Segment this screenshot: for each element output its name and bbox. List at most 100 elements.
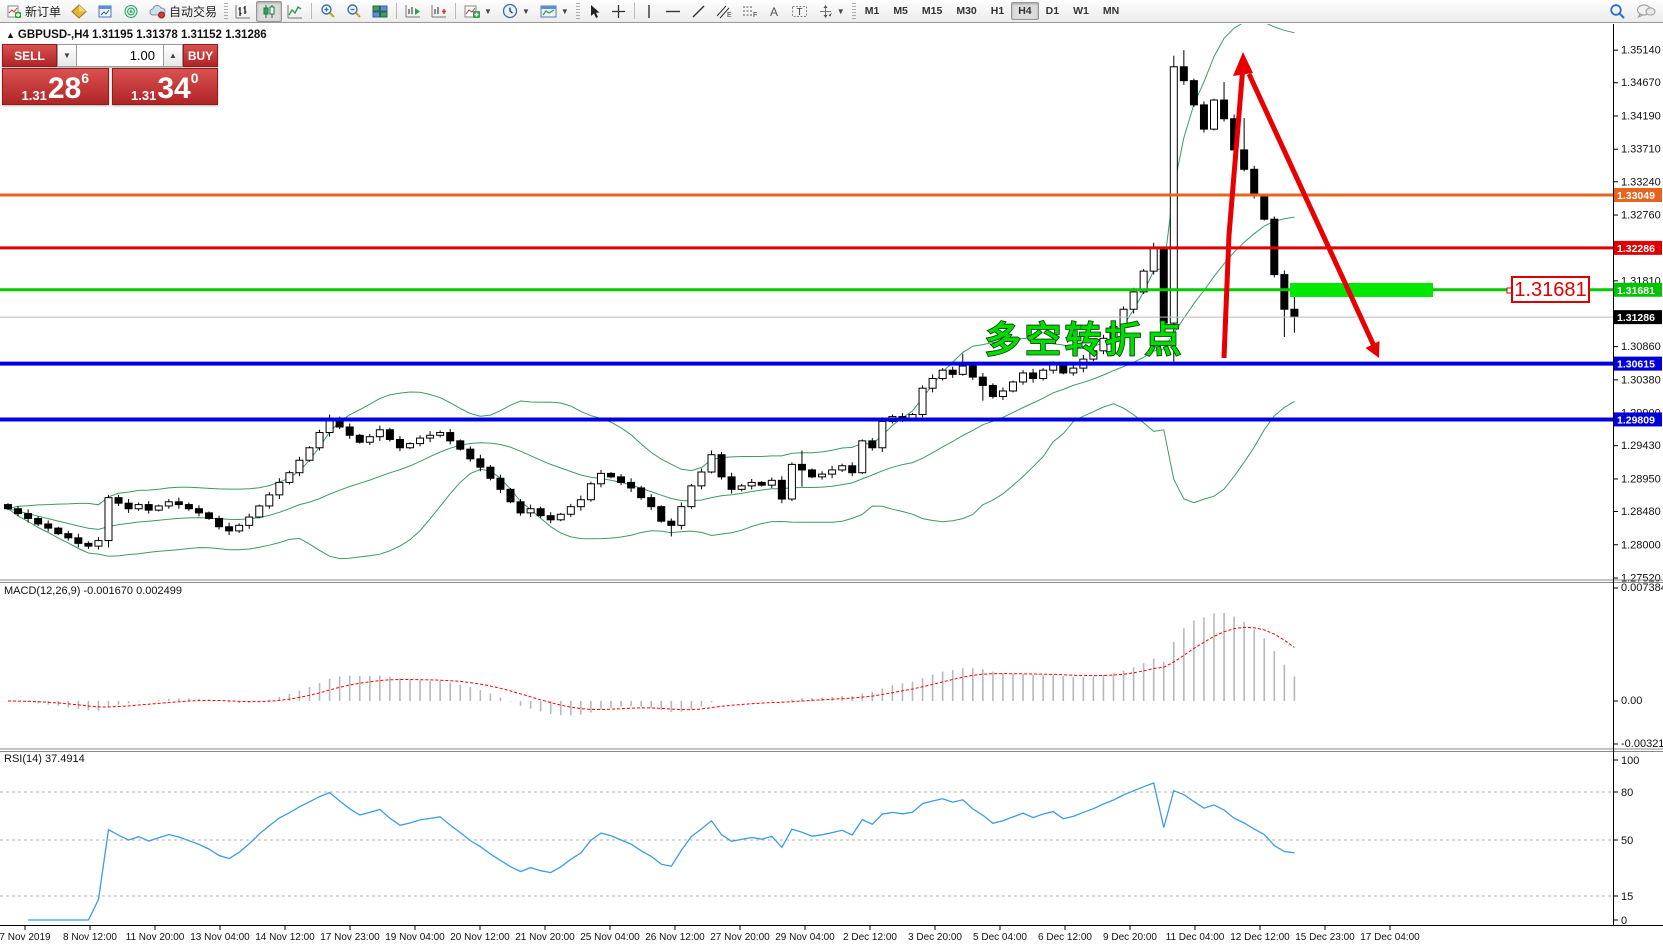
date-label: 2 Dec 12:00 [843, 932, 897, 943]
lot-dropdown-button[interactable]: ▼ [57, 44, 77, 67]
tile-windows-button[interactable] [367, 1, 393, 22]
candle-body [436, 432, 445, 436]
search-button[interactable] [1604, 1, 1631, 22]
equidistant-channel-button[interactable]: E [711, 1, 737, 22]
text-button[interactable]: A [763, 1, 786, 22]
timeframe-M1-button[interactable]: M1 [864, 5, 880, 17]
candles [4, 50, 1299, 550]
candle-body [184, 504, 193, 510]
candle-body [235, 524, 244, 532]
lot-increase-button[interactable]: ▲ [163, 44, 183, 67]
timeframe-H4-button[interactable]: H4 [1011, 2, 1039, 20]
rsi-label: RSI(14) 37.4914 [4, 753, 85, 765]
trend-arrow-down[interactable] [1246, 72, 1377, 348]
sell-price-sup: 6 [81, 70, 89, 86]
templates-button[interactable]: ▼ [535, 1, 574, 22]
candle-body [114, 497, 123, 504]
arrows-shapes-button[interactable]: ▼ [813, 1, 850, 22]
indicators-button[interactable]: ▼ [459, 1, 497, 22]
fibonacci-button[interactable]: F [737, 1, 763, 22]
candle-body [677, 506, 686, 526]
sell-button[interactable]: SELL [2, 44, 57, 67]
buy-price-button[interactable]: 1.31 34 0 [111, 68, 218, 105]
blue-window-icon [97, 4, 113, 19]
candle-body [777, 479, 786, 500]
timeframe-MN-button[interactable]: MN [1102, 5, 1120, 17]
lot-size-input[interactable]: 1.00 [77, 44, 163, 67]
crosshair-button[interactable] [606, 1, 631, 22]
community-chat-button[interactable] [1631, 1, 1661, 22]
candle-body [365, 436, 374, 443]
market-watch-button[interactable] [66, 1, 92, 22]
strategy-tester-button[interactable] [118, 1, 144, 22]
candle-body [968, 365, 977, 378]
chart-canvas[interactable]: 多空转折点 1.31681 1.35140 1.34670 1.34190 1.33710… [0, 24, 1663, 946]
candle-body [305, 447, 314, 461]
chat-bubbles-icon [1636, 3, 1656, 19]
rsi-axis-label: 0 [1621, 915, 1627, 927]
candle-body [747, 481, 756, 487]
candle-body [657, 506, 666, 522]
timeframe-M15-button[interactable]: M15 [921, 5, 943, 17]
timeframe-W1-button[interactable]: W1 [1073, 5, 1089, 17]
candle-body [14, 508, 23, 515]
zoom-in-button[interactable] [315, 1, 341, 22]
macd-axis-label: 0.00 [1621, 695, 1642, 707]
candle-body [858, 440, 867, 474]
candle-body [707, 454, 716, 473]
periods-button[interactable]: ▼ [497, 1, 535, 22]
buy-button[interactable]: BUY [183, 44, 218, 67]
date-label: 9 Dec 20:00 [1103, 932, 1157, 943]
new-order-button[interactable]: 新订单 [2, 1, 66, 22]
candle-body [546, 515, 555, 521]
timeframe-H1-button[interactable]: H1 [990, 5, 1005, 17]
vertical-line-button[interactable] [638, 1, 660, 22]
support-zone-rectangle[interactable] [1290, 283, 1433, 297]
trendline-button[interactable] [686, 1, 711, 22]
timeframe-M5-button[interactable]: M5 [893, 5, 908, 17]
toolbar-grip [575, 3, 580, 19]
line-chart-button[interactable] [282, 1, 308, 22]
candle-body [315, 432, 324, 449]
cursor-button[interactable] [582, 1, 606, 22]
timeframe-D1-button[interactable]: D1 [1045, 5, 1060, 17]
candle-chart-button[interactable] [256, 0, 283, 22]
text-icon: A [768, 4, 781, 19]
data-window-button[interactable] [92, 1, 118, 22]
text-label-button[interactable]: T [786, 1, 813, 22]
price-tag-label: 1.33049 [1617, 190, 1655, 202]
timeframe-M30-button[interactable]: M30 [956, 5, 977, 17]
horizontal-line-button[interactable] [660, 1, 686, 22]
candle-body [194, 508, 203, 514]
candle-body [1059, 364, 1068, 374]
date-label: 21 Nov 20:00 [515, 932, 575, 943]
text-label-icon: T [791, 4, 808, 19]
candle-body [345, 426, 354, 436]
zoom-out-button[interactable] [341, 1, 367, 22]
trend-arrow-up[interactable] [1221, 65, 1246, 359]
date-label: 29 Nov 04:00 [775, 932, 835, 943]
candle-body [596, 472, 605, 485]
macd-signal-line [7, 626, 1295, 711]
date-label: 7 Nov 2019 [0, 932, 51, 943]
candle-body [717, 454, 726, 478]
rsi-axis-label: 15 [1621, 891, 1633, 903]
line-chart-icon [287, 4, 303, 19]
candle-body [205, 512, 213, 519]
price-tag-label: 1.31286 [1617, 312, 1655, 324]
chart-shift-button[interactable] [426, 1, 452, 22]
sell-price-button[interactable]: 1.31 28 6 [2, 68, 109, 105]
candle-body [1099, 337, 1108, 352]
candle-body [1179, 66, 1188, 82]
note-text-annotation[interactable]: 多空转折点 [984, 318, 1185, 361]
cursor-icon [587, 4, 601, 19]
auto-scroll-button[interactable] [400, 1, 426, 22]
candle-body [1089, 350, 1098, 360]
candle-body [948, 369, 957, 375]
price-callout-box[interactable] [1511, 276, 1590, 303]
bar-chart-button[interactable] [230, 1, 256, 22]
date-label: 5 Dec 04:00 [973, 932, 1027, 943]
algo-trading-icon [149, 4, 166, 19]
algo-trading-button[interactable]: 自动交易 [144, 1, 222, 22]
date-label: 8 Nov 12:00 [63, 932, 117, 943]
